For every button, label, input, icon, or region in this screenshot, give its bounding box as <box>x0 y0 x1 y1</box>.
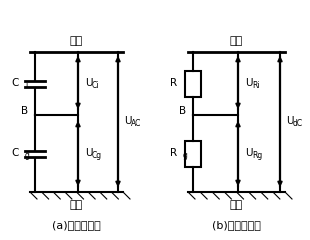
Text: R: R <box>170 78 177 88</box>
Text: i: i <box>25 81 27 90</box>
Text: B: B <box>21 106 28 116</box>
Text: g: g <box>25 151 30 160</box>
Bar <box>185 71 201 96</box>
Text: g: g <box>183 151 188 160</box>
Bar <box>185 140 201 167</box>
Text: (b)直流电压下: (b)直流电压下 <box>212 220 261 230</box>
Text: Rg: Rg <box>252 151 262 160</box>
Text: 导体: 导体 <box>230 36 243 46</box>
Text: U: U <box>85 148 92 157</box>
Text: i: i <box>183 81 185 90</box>
Text: 外壳: 外壳 <box>230 200 243 210</box>
Text: dC: dC <box>293 120 303 128</box>
Text: Cg: Cg <box>92 151 102 160</box>
Text: U: U <box>245 148 253 157</box>
Text: U: U <box>85 78 92 88</box>
Text: R: R <box>170 148 177 157</box>
Text: (a)交流电压下: (a)交流电压下 <box>52 220 101 230</box>
Text: AC: AC <box>131 120 141 128</box>
Text: U: U <box>245 78 253 88</box>
Text: 外壳: 外壳 <box>70 200 83 210</box>
Text: Ri: Ri <box>252 81 260 90</box>
Text: 导体: 导体 <box>70 36 83 46</box>
Text: U: U <box>286 116 294 126</box>
Text: U: U <box>124 116 131 126</box>
Text: C: C <box>12 148 19 157</box>
Text: Ci: Ci <box>92 81 100 90</box>
Text: B: B <box>179 106 186 116</box>
Text: C: C <box>12 78 19 88</box>
